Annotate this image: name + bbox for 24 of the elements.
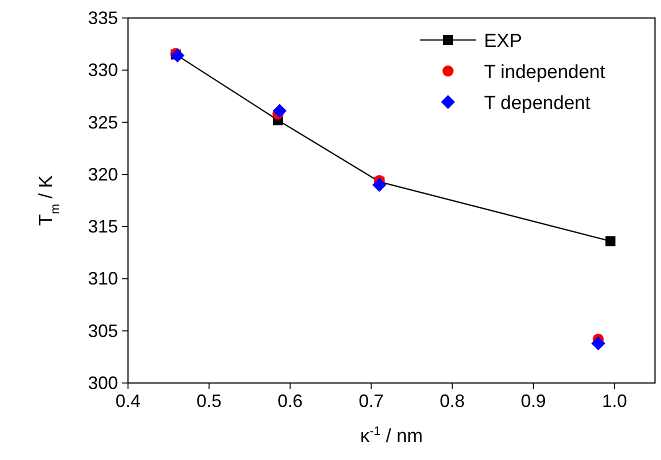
y-tick-label: 325 <box>88 112 118 132</box>
x-axis-title: κ$^{-1}$ / nm <box>360 424 423 447</box>
x-tick-label: 0.8 <box>440 391 465 411</box>
legend-label: T independent <box>484 62 606 83</box>
x-tick-label: 0.7 <box>358 391 384 411</box>
x-tick-label: 0.6 <box>278 391 303 411</box>
y-tick-label: 335 <box>88 8 118 28</box>
x-tick-label: 0.9 <box>520 391 546 411</box>
point <box>605 236 616 246</box>
point <box>272 104 287 118</box>
y-tick-label: 305 <box>88 320 118 341</box>
legend-label: EXP <box>484 31 522 52</box>
legend-label: T dependent <box>484 93 592 114</box>
y-tick-label: 300 <box>88 373 118 393</box>
x-tick-label: 0.5 <box>196 391 222 411</box>
point <box>372 178 386 192</box>
y-tick-label: 315 <box>88 216 118 237</box>
y-tick-label: 310 <box>88 268 118 289</box>
y-tick-label: 320 <box>88 164 118 184</box>
point <box>591 336 606 350</box>
point <box>170 48 184 63</box>
x-tick-label: 0.4 <box>115 391 141 411</box>
y-tick-label: 330 <box>88 60 118 80</box>
x-tick-label: 1.0 <box>602 391 627 411</box>
